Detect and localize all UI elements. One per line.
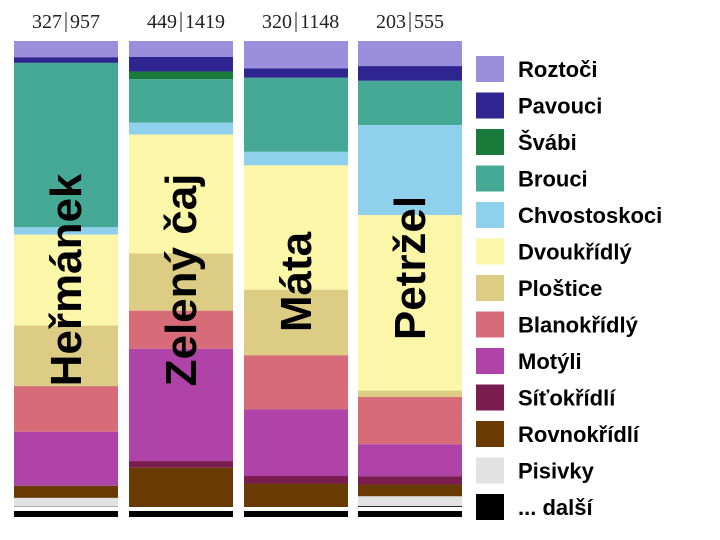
legend-swatch-brouci	[476, 165, 504, 192]
bar-segment-zeleny-caj-motyli	[129, 348, 233, 462]
legend-label-brouci: Brouci	[518, 167, 588, 192]
bar-segment-hermanek-brouci	[14, 62, 118, 228]
bar-segment-zeleny-caj-pavouci	[129, 56, 233, 72]
bar-segment-petrzel-dalsi	[358, 506, 462, 517]
bar-segment-hermanek-dalsi	[14, 506, 118, 517]
bar-segment-zeleny-caj-brouci	[129, 79, 233, 123]
bar-segment-petrzel-brouci	[358, 80, 462, 126]
legend-label-pavouci: Pavouci	[518, 94, 602, 119]
legend-swatch-roztoci	[476, 56, 504, 82]
bar-segment-hermanek-rovnokridli	[14, 485, 118, 498]
legend-label-motyli: Motýli	[518, 349, 582, 374]
legend-label-chvostoskoci: Chvostoskoci	[518, 203, 662, 228]
bar-segment-zeleny-caj-dvoukridly	[129, 134, 233, 254]
bar-segment-hermanek-pisivky	[14, 497, 118, 507]
bar-segment-petrzel-roztoci	[358, 41, 462, 67]
legend-swatch-sitokridli	[476, 384, 504, 411]
bar-segment-mata-pavouci	[244, 68, 348, 78]
bar-segment-hermanek-chvostoskoci	[14, 227, 118, 235]
column-headers: 327 957 449 1419 320 1148 203 555	[32, 11, 444, 33]
bar-name-hermanek: Heřmánek	[42, 173, 91, 386]
bar-segment-hermanek-pavouci	[14, 57, 118, 63]
header-right-value: 1148	[300, 11, 339, 33]
bar-segment-mata-blanokridly	[244, 355, 348, 410]
bar-segment-mata-dvoukridly	[244, 165, 348, 290]
header-right-value: 1419	[185, 11, 225, 33]
legend-swatch-blanokridly	[476, 311, 504, 338]
bar-segment-hermanek-blanokridly	[14, 386, 118, 432]
bar-segment-petrzel-rovnokridli	[358, 484, 462, 497]
bar-segment-mata-brouci	[244, 77, 348, 152]
legend-label-rovnokridli: Rovnokřídlí	[518, 422, 640, 447]
bar-segment-mata-chvostoskoci	[244, 151, 348, 166]
bar-segment-petrzel-motyli	[358, 444, 462, 477]
bar-segment-mata-dalsi	[244, 507, 348, 517]
bar-segment-hermanek-roztoci	[14, 41, 118, 58]
legend-swatch-rovnokridli	[476, 421, 504, 447]
bar-segment-zeleny-caj-svabi	[129, 71, 233, 80]
legend-label-sitokridli: Síťokřídlí	[518, 386, 616, 411]
bar-segment-zeleny-caj-rovnokridli	[129, 467, 233, 508]
header-left-value: 327	[32, 11, 62, 33]
bar-segment-petrzel-plostice	[358, 390, 462, 398]
header-right-value: 957	[70, 11, 100, 33]
header-left-value: 203	[376, 11, 406, 33]
legend-swatch-svabi	[476, 129, 504, 155]
bar-segment-petrzel-pisivky	[358, 496, 462, 507]
bar-segment-zeleny-caj-chvostoskoci	[129, 122, 233, 135]
bar-segment-zeleny-caj-sitokridli	[129, 461, 233, 468]
bar-name-mata: Máta	[272, 231, 321, 332]
bar-segment-petrzel-dvoukridly	[358, 215, 462, 391]
bar-segment-petrzel-sitokridli	[358, 476, 462, 485]
legend-label-roztoci: Roztoči	[518, 57, 597, 82]
bar-segment-zeleny-caj-dalsi	[129, 507, 233, 517]
bar-segment-mata-rovnokridli	[244, 483, 348, 508]
legend-label-dalsi: ... další	[518, 495, 593, 520]
bar-segment-petrzel-chvostoskoci	[358, 125, 462, 216]
legend-label-dvoukridly: Dvoukřídlý	[518, 240, 632, 265]
bar-segment-mata-roztoci	[244, 41, 348, 69]
bar-segment-hermanek-plostice	[14, 325, 118, 387]
bar-segment-zeleny-caj-blanokridly	[129, 310, 233, 349]
legend-label-pisivky: Pisivky	[518, 459, 595, 484]
bar-separator	[14, 507, 118, 511]
bar-segment-zeleny-caj-roztoci	[129, 41, 233, 57]
legend-swatch-dalsi	[476, 494, 504, 520]
bar-segment-mata-sitokridli	[244, 476, 348, 484]
bars-group	[14, 41, 462, 517]
header-left-value: 320	[262, 11, 292, 33]
legend-swatch-chvostoskoci	[476, 202, 504, 228]
legend-swatch-pisivky	[476, 457, 504, 484]
legend-swatch-pavouci	[476, 92, 504, 119]
bar-segment-petrzel-blanokridly	[358, 397, 462, 445]
bar-name-zeleny-caj: Zelený čaj	[157, 174, 206, 387]
legend: Roztoči Pavouci Švábi Brouci Chvostoskoci Dvo…	[476, 56, 662, 520]
header-right-value: 555	[414, 11, 444, 33]
legend-swatch-dvoukridly	[476, 238, 504, 265]
legend-swatch-plostice	[476, 275, 504, 301]
bar-segment-hermanek-dvoukridly	[14, 234, 118, 326]
bar-segment-mata-motyli	[244, 409, 348, 477]
legend-swatch-motyli	[476, 348, 504, 374]
bar-separator	[244, 507, 348, 511]
bar-separator	[129, 507, 233, 511]
legend-label-plostice: Ploštice	[518, 276, 602, 301]
bar-separator	[358, 507, 462, 511]
bar-segment-hermanek-motyli	[14, 431, 118, 486]
bar-segment-petrzel-pavouci	[358, 66, 462, 81]
bar-segment-mata-plostice	[244, 289, 348, 356]
legend-label-svabi: Švábi	[518, 130, 577, 155]
bar-segment-zeleny-caj-plostice	[129, 253, 233, 311]
legend-label-blanokridly: Blanokřídlý	[518, 313, 639, 338]
bar-names: Heřmánek Zelený čaj Máta Petržel	[42, 173, 435, 386]
header-left-value: 449	[147, 11, 177, 33]
bar-name-petrzel: Petržel	[386, 196, 435, 340]
